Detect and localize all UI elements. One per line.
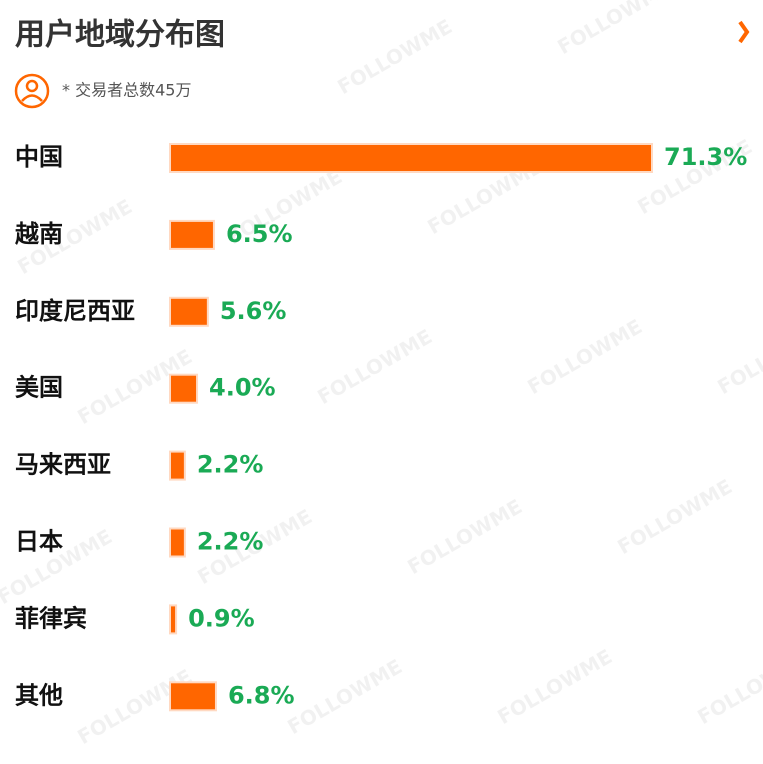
watermark: FOLLOWME (403, 494, 526, 579)
watermark: FOLLOWME (553, 0, 676, 59)
bar (169, 219, 215, 250)
bar (169, 450, 186, 481)
corner-icon (738, 20, 750, 44)
watermark: FOLLOWME (523, 314, 646, 399)
bar (169, 604, 178, 635)
user-icon (14, 73, 50, 109)
value-label: 5.6% (220, 297, 287, 325)
category-label: 其他 (15, 681, 63, 709)
bar (169, 681, 217, 712)
watermark: FOLLOWME (713, 314, 763, 399)
value-label: 0.9% (188, 604, 255, 632)
category-label: 越南 (15, 220, 63, 248)
category-label: 菲律宾 (15, 604, 87, 632)
value-label: 71.3% (664, 143, 747, 171)
chart-title: 用户地域分布图 (15, 18, 225, 53)
category-label: 美国 (15, 374, 63, 402)
watermark: FOLLOWME (493, 644, 616, 729)
category-label: 印度尼西亚 (15, 297, 135, 325)
value-label: 2.2% (197, 451, 264, 479)
chart-subtitle: * 交易者总数45万 (62, 81, 191, 100)
category-label: 中国 (15, 143, 63, 171)
value-label: 4.0% (209, 374, 276, 402)
category-label: 日本 (15, 528, 63, 556)
watermark: FOLLOWME (313, 324, 436, 409)
watermark: FOLLOWME (333, 14, 456, 99)
watermark: FOLLOWME (693, 644, 763, 729)
value-label: 2.2% (197, 528, 264, 556)
value-label: 6.5% (226, 220, 293, 248)
bar (169, 527, 186, 558)
bar (169, 296, 209, 327)
bar (169, 143, 653, 173)
category-label: 马来西亚 (15, 451, 111, 479)
value-label: 6.8% (228, 681, 295, 709)
watermark: FOLLOWME (613, 474, 736, 559)
watermark: FOLLOWME (283, 654, 406, 739)
bar (169, 373, 199, 404)
